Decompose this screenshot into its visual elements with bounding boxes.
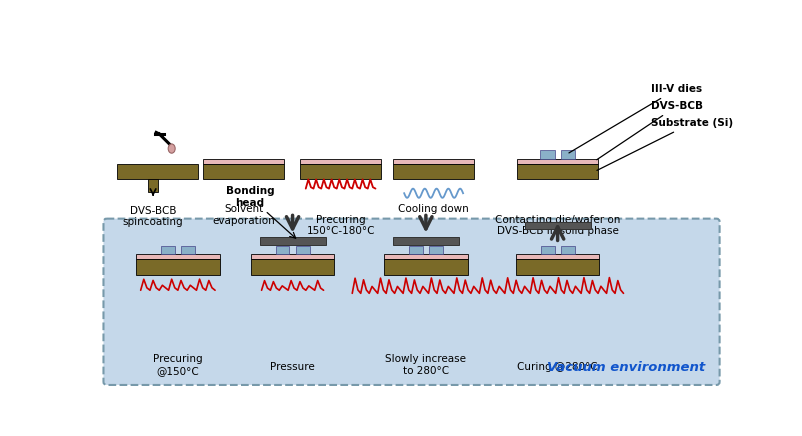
- Bar: [516, 159, 597, 164]
- Text: Substrate (Si): Substrate (Si): [596, 118, 732, 170]
- Bar: [295, 246, 310, 254]
- Bar: [428, 246, 443, 254]
- Bar: [160, 246, 175, 254]
- Bar: [515, 254, 599, 259]
- FancyBboxPatch shape: [103, 218, 719, 385]
- Bar: [250, 254, 334, 259]
- Bar: [515, 259, 599, 275]
- Bar: [148, 179, 157, 192]
- Text: Precuring
@150°C: Precuring @150°C: [153, 354, 202, 376]
- Text: Vacuum environment: Vacuum environment: [547, 361, 705, 374]
- Bar: [383, 254, 467, 259]
- Bar: [203, 164, 284, 179]
- Bar: [300, 159, 381, 164]
- Bar: [300, 164, 381, 179]
- Text: Slowly increase
to 280°C: Slowly increase to 280°C: [385, 354, 466, 376]
- Ellipse shape: [168, 144, 175, 153]
- Bar: [540, 246, 554, 254]
- Text: III-V dies: III-V dies: [568, 84, 701, 153]
- Bar: [408, 246, 422, 254]
- Bar: [392, 159, 474, 164]
- Bar: [203, 159, 284, 164]
- Bar: [116, 164, 198, 179]
- Bar: [539, 150, 554, 159]
- Text: Bonding
head: Bonding head: [225, 186, 295, 238]
- Text: Curing @280°C: Curing @280°C: [516, 362, 597, 372]
- Text: Pressure: Pressure: [269, 362, 314, 372]
- Bar: [136, 259, 220, 275]
- Bar: [136, 254, 220, 259]
- Bar: [275, 246, 289, 254]
- Bar: [524, 222, 589, 229]
- Text: DVS-BCB
spincoating: DVS-BCB spincoating: [123, 205, 183, 227]
- Bar: [259, 237, 325, 245]
- Bar: [383, 259, 467, 275]
- Bar: [250, 259, 334, 275]
- Bar: [392, 164, 474, 179]
- Text: Cooling down: Cooling down: [398, 204, 468, 214]
- Bar: [560, 150, 575, 159]
- Bar: [516, 164, 597, 179]
- Text: DVS-BCB: DVS-BCB: [596, 101, 702, 160]
- Text: Precuring
150°C-180°C: Precuring 150°C-180°C: [306, 215, 375, 236]
- Bar: [392, 237, 458, 245]
- Text: Solvent
evaporation: Solvent evaporation: [212, 204, 275, 225]
- Bar: [560, 246, 574, 254]
- Text: Contacting die/wafer on
DVS-BCB in solid phase: Contacting die/wafer on DVS-BCB in solid…: [494, 215, 619, 236]
- Bar: [180, 246, 195, 254]
